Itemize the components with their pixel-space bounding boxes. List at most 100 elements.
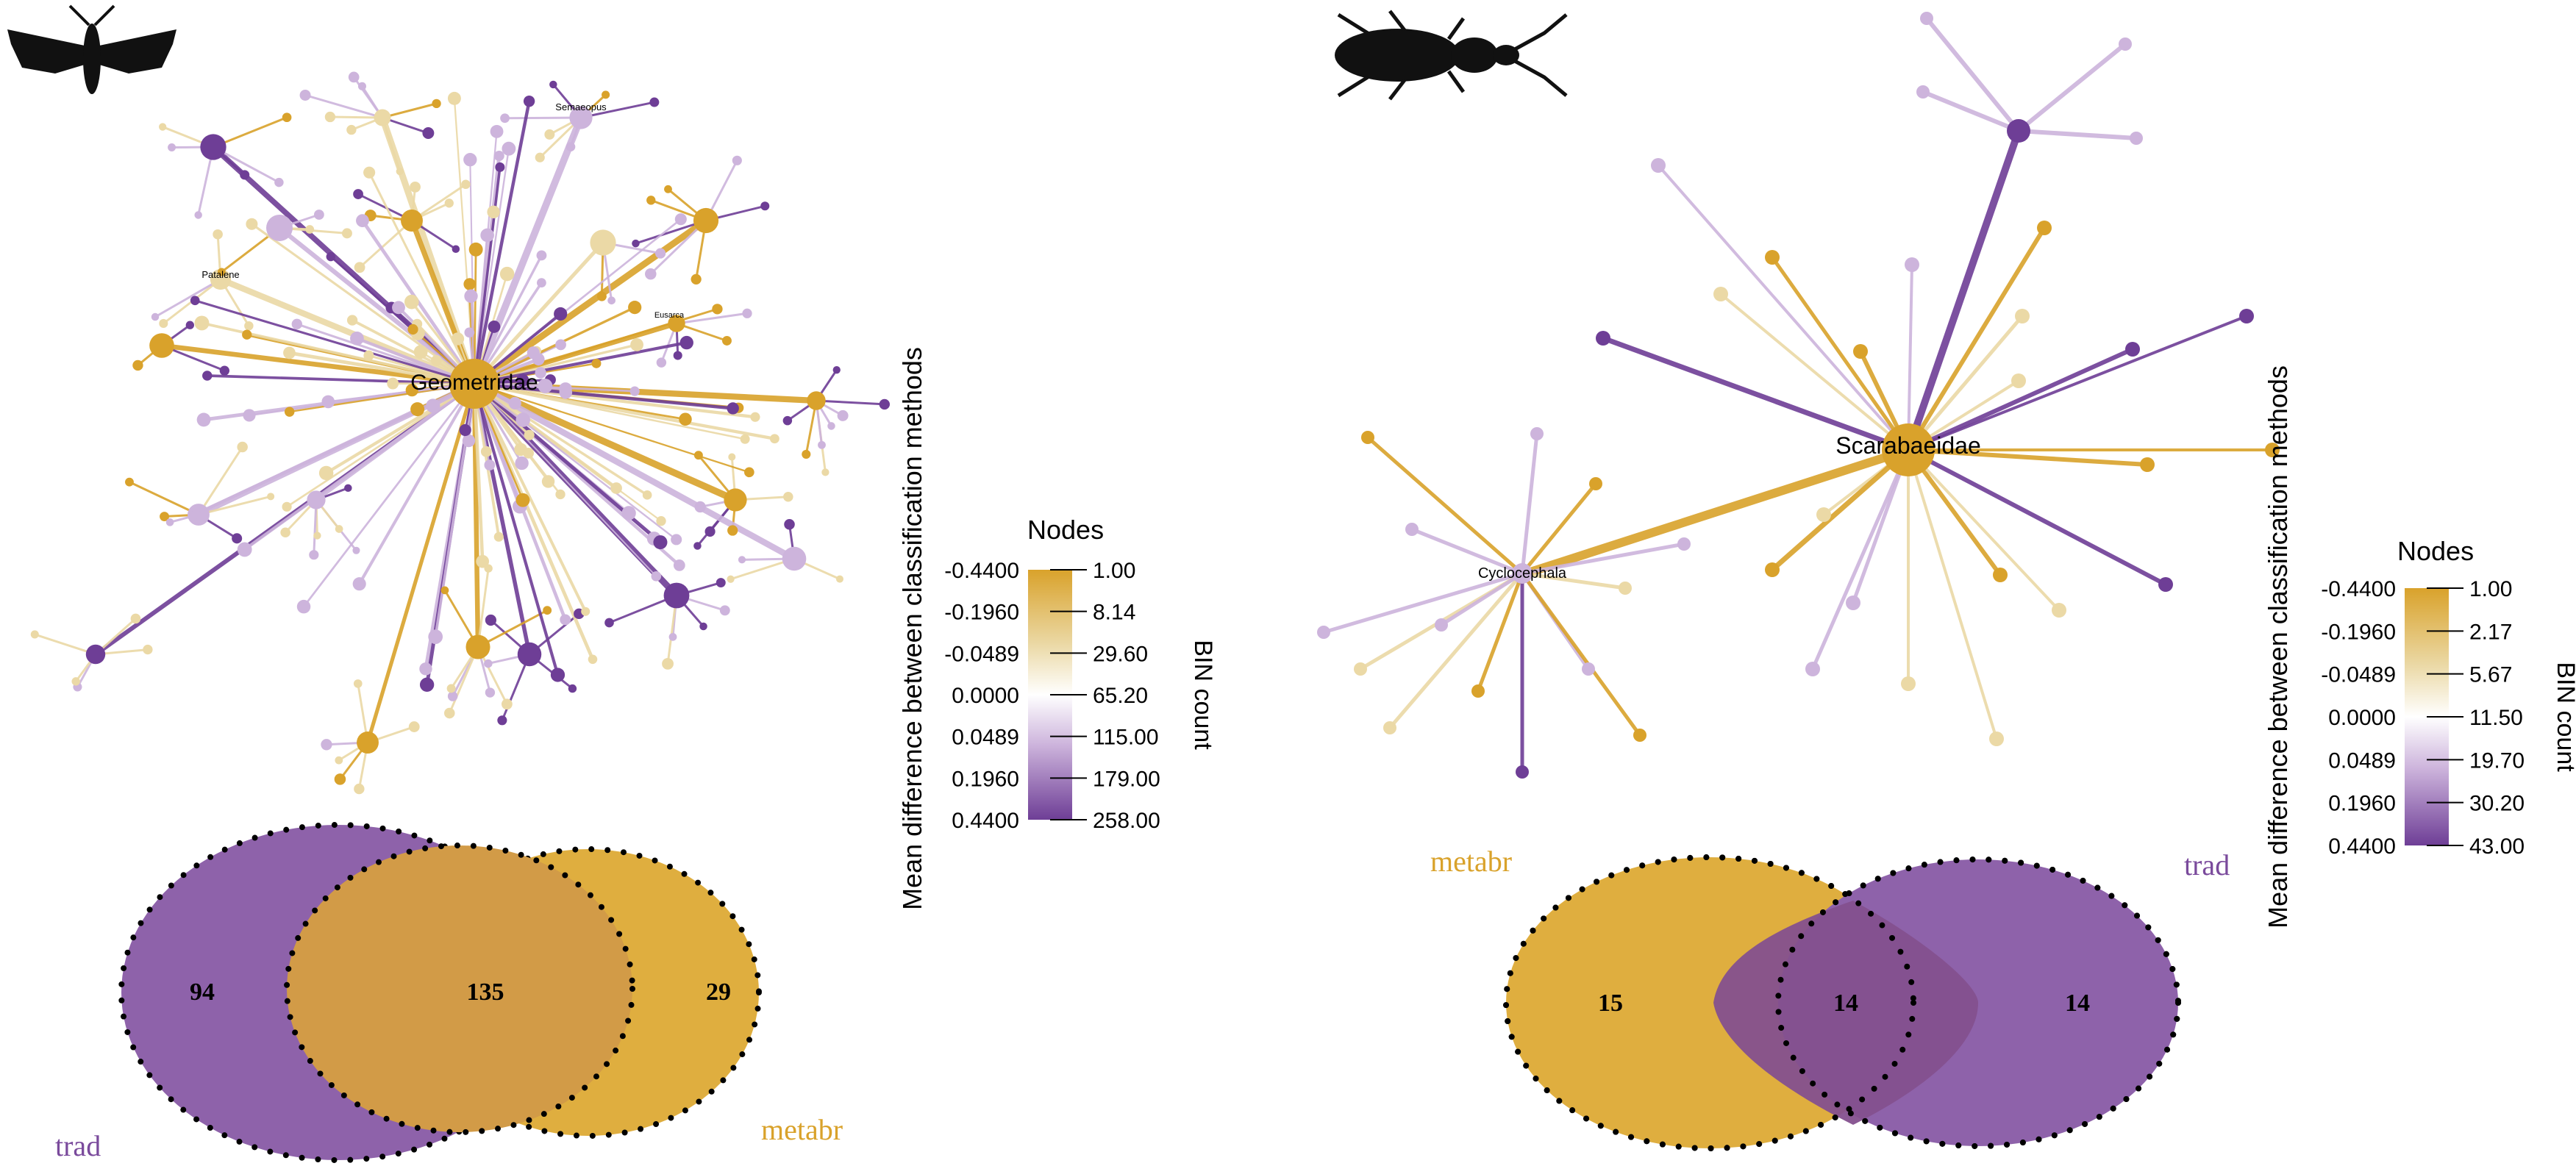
network-edge: [472, 382, 485, 563]
network-node: [536, 250, 547, 261]
network-node: [543, 606, 552, 615]
network-node: [354, 783, 365, 795]
network-edge: [1476, 571, 1524, 693]
network-node: [447, 91, 461, 105]
venn-label-metabr: metabr: [761, 1113, 843, 1146]
network-node: [722, 336, 732, 346]
network-edge: [205, 374, 476, 385]
network-node: [673, 559, 685, 571]
network-node: [2015, 309, 2030, 323]
legend-bin-title: BIN count: [1189, 640, 1217, 750]
network-node: [2265, 443, 2280, 457]
network-edge: [128, 481, 200, 516]
network-node: [1383, 721, 1396, 734]
venn-count-overlap: 135: [467, 979, 504, 1006]
network-node: [655, 248, 666, 259]
network-node: [326, 251, 335, 262]
legend-bin-tick: 258.00: [1093, 809, 1160, 833]
network-node: [493, 532, 504, 542]
network-edge: [473, 382, 657, 577]
network-node: [535, 152, 545, 162]
network-edge: [1906, 448, 2168, 587]
legend-bin-tick: 30.20: [2469, 792, 2525, 816]
network-node: [1589, 477, 1602, 490]
network-edge: [472, 341, 688, 386]
network-edge: [365, 382, 477, 745]
network-node: [465, 634, 490, 659]
network-node: [694, 501, 706, 513]
network-edge: [579, 101, 656, 119]
network-node: [668, 315, 685, 332]
network-edge: [472, 240, 605, 386]
network-node: [538, 379, 553, 393]
network-edge: [1905, 127, 2022, 454]
network-edge: [1521, 446, 1913, 578]
network-edge: [473, 165, 502, 385]
legend-diff-tick: 0.0000: [2328, 706, 2396, 730]
venn-outline-trad: [1775, 856, 2181, 1149]
network-nodes: [30, 71, 891, 795]
network-node: [544, 129, 555, 140]
network-node: [663, 582, 690, 609]
network-node: [143, 644, 153, 655]
network-node: [1846, 595, 1860, 610]
subroot-label: Eusarca: [654, 311, 685, 320]
network-node: [307, 490, 326, 509]
legend-diff-tick: 0.4400: [952, 809, 1019, 833]
network-node: [159, 123, 167, 131]
network-edge: [357, 382, 477, 586]
network-node: [516, 373, 529, 387]
network-node: [560, 614, 571, 626]
network-edge: [675, 312, 749, 325]
network-node: [210, 268, 232, 290]
network-node: [2007, 119, 2030, 143]
network-node: [536, 278, 546, 288]
network-node: [237, 542, 252, 557]
network-node: [487, 205, 500, 219]
network-node: [354, 262, 365, 273]
legend-ticks: -0.4400 1.00 -0.1960 2.17 -0.0489 5.67 0.0000 1…: [2321, 577, 2525, 859]
network-node: [642, 490, 652, 500]
network-node: [495, 162, 505, 172]
network-node: [673, 351, 682, 360]
network-node: [674, 213, 687, 226]
network-edge: [159, 343, 477, 387]
network-node: [588, 654, 598, 665]
network-node: [350, 332, 364, 346]
network-node: [410, 402, 425, 417]
network-edge: [302, 382, 476, 608]
network-node: [1882, 423, 1935, 476]
network-edge: [473, 382, 677, 541]
network-edge: [1366, 435, 1524, 576]
network-node: [554, 307, 568, 321]
network-node: [132, 360, 143, 371]
network-node: [691, 273, 702, 285]
venn-label-metabr: metabr: [1430, 845, 1512, 878]
network-node: [237, 441, 248, 453]
network-node: [750, 412, 760, 422]
legend-bin-tick: 179.00: [1093, 767, 1160, 791]
network-edge: [472, 382, 735, 410]
network-edge: [1906, 226, 2047, 452]
legend-diff-tick: -0.0489: [2321, 663, 2396, 687]
network-edge: [471, 217, 710, 387]
legend-diff-tick: -0.4400: [2321, 577, 2396, 601]
network-node: [2119, 37, 2132, 51]
network-node: [2052, 603, 2066, 618]
network-node: [159, 318, 168, 328]
network-node: [190, 296, 200, 306]
network-edge: [1770, 255, 1910, 452]
network-node: [607, 296, 616, 305]
network-node: [671, 534, 682, 546]
network-node: [353, 189, 363, 199]
network-node: [1512, 563, 1533, 584]
network-node: [716, 578, 726, 588]
network-edge: [197, 446, 244, 516]
network-node: [1471, 684, 1485, 698]
network-edge: [1907, 315, 2248, 451]
network-node: [591, 358, 602, 368]
network-node: [452, 245, 460, 254]
legend-diff-tick: -0.1960: [944, 601, 1019, 625]
network-edge: [1921, 90, 2021, 133]
